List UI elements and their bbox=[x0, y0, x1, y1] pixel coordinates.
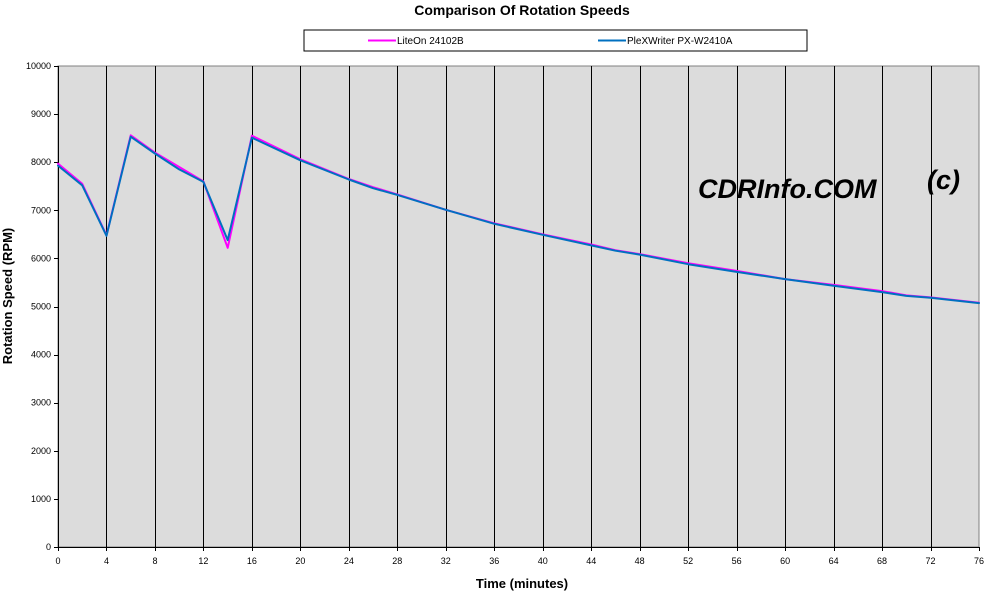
x-tick-label: 68 bbox=[877, 556, 887, 566]
x-tick-label: 8 bbox=[152, 556, 157, 566]
x-tick-label: 44 bbox=[586, 556, 596, 566]
x-tick-label: 76 bbox=[974, 556, 984, 566]
plot-area bbox=[57, 65, 980, 548]
x-tick-label: 72 bbox=[926, 556, 936, 566]
legend: LiteOn 24102B PleXWriter PX-W2410A bbox=[303, 29, 808, 52]
x-tick-label: 64 bbox=[829, 556, 839, 566]
x-tick-label: 28 bbox=[392, 556, 402, 566]
y-tick-label: 5000 bbox=[31, 302, 51, 312]
y-tick-label: 0 bbox=[46, 542, 51, 552]
y-tick-label: 10000 bbox=[26, 61, 51, 71]
y-tick-label: 4000 bbox=[31, 350, 51, 360]
x-tick-label: 4 bbox=[104, 556, 109, 566]
y-axis-title: Rotation Speed (RPM) bbox=[0, 228, 15, 365]
x-tick-label: 60 bbox=[780, 556, 790, 566]
axes bbox=[58, 66, 979, 548]
chart-title: Comparison Of Rotation Speeds bbox=[414, 2, 630, 18]
y-tick-label: 7000 bbox=[31, 205, 51, 215]
x-tick-label: 52 bbox=[683, 556, 693, 566]
y-tick-label: 1000 bbox=[31, 494, 51, 504]
y-tick-label: 3000 bbox=[31, 398, 51, 408]
x-tick-label: 36 bbox=[489, 556, 499, 566]
x-axis-title: Time (minutes) bbox=[476, 576, 568, 591]
x-tick-label: 20 bbox=[295, 556, 305, 566]
watermark: CDRInfo.COM bbox=[698, 174, 877, 204]
y-tick-label: 6000 bbox=[31, 253, 51, 263]
gridlines bbox=[106, 66, 932, 547]
watermark-copyright: (c) bbox=[927, 165, 960, 195]
legend-label-plexwriter: PleXWriter PX-W2410A bbox=[627, 36, 733, 47]
x-tick-label: 16 bbox=[247, 556, 257, 566]
x-tick-label: 40 bbox=[538, 556, 548, 566]
y-tick-label: 9000 bbox=[31, 109, 51, 119]
y-tick-label: 8000 bbox=[31, 157, 51, 167]
data-series bbox=[57, 134, 980, 305]
x-tick-label: 24 bbox=[344, 556, 354, 566]
x-tick-label: 48 bbox=[635, 556, 645, 566]
x-tick-label: 0 bbox=[55, 556, 60, 566]
y-axis-ticks: 0 1000 2000 3000 4000 5000 6000 7000 8000 9000 100… bbox=[26, 61, 58, 552]
x-tick-label: 12 bbox=[198, 556, 208, 566]
x-axis-ticks: 0 4 8 12 16 20 24 28 32 36 40 44 48 52 56 60 64 68 72 76 bbox=[55, 547, 984, 566]
x-tick-label: 56 bbox=[732, 556, 742, 566]
x-tick-label: 32 bbox=[441, 556, 451, 566]
y-tick-label: 2000 bbox=[31, 446, 51, 456]
legend-box bbox=[303, 29, 808, 52]
legend-label-liteon: LiteOn 24102B bbox=[397, 36, 464, 47]
series-line-plexwriter bbox=[57, 135, 980, 305]
